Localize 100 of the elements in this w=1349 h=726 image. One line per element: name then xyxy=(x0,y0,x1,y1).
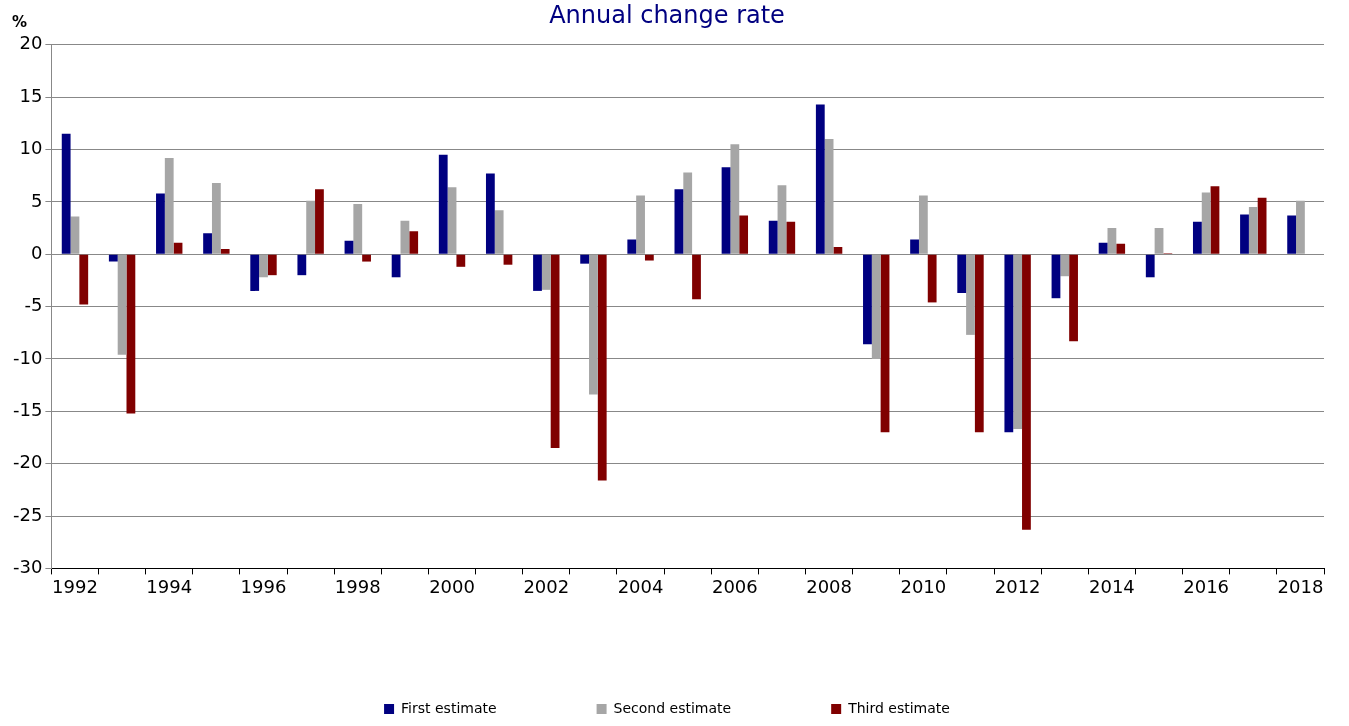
bar xyxy=(1107,228,1117,254)
x-tick-label: 2018 xyxy=(1277,575,1324,597)
bar xyxy=(400,220,410,254)
x-tick-label: 2008 xyxy=(806,575,853,597)
bar xyxy=(692,254,701,300)
bar xyxy=(927,254,937,303)
bar xyxy=(824,139,834,254)
bar xyxy=(627,239,637,254)
bar xyxy=(353,203,363,254)
bar xyxy=(503,254,513,265)
bar xyxy=(126,254,136,414)
x-tick-label: 1996 xyxy=(240,575,287,597)
bar xyxy=(211,183,221,254)
bar xyxy=(1192,221,1202,254)
bar xyxy=(1240,214,1249,254)
bar xyxy=(173,242,183,254)
y-tick-label: 5 xyxy=(30,189,43,211)
bar xyxy=(777,185,787,254)
y-tick-label: -30 xyxy=(12,556,43,578)
bar xyxy=(1145,254,1155,278)
bar xyxy=(1098,242,1108,254)
y-tick-label: 10 xyxy=(19,137,43,159)
x-tick-label: 2014 xyxy=(1088,575,1135,597)
x-tick-label: 2004 xyxy=(617,575,664,597)
bar xyxy=(297,254,307,276)
bar xyxy=(267,254,277,276)
y-tick-label: -15 xyxy=(12,398,43,420)
x-tick-label: 1998 xyxy=(334,575,381,597)
bar xyxy=(966,254,975,335)
bar xyxy=(739,215,749,254)
bar xyxy=(957,254,967,293)
x-tick-label: 1994 xyxy=(146,575,193,597)
bar xyxy=(250,254,260,291)
bar xyxy=(1210,186,1220,254)
bar xyxy=(108,254,118,262)
y-tick-label: -5 xyxy=(24,294,43,316)
bar xyxy=(203,233,212,254)
bar xyxy=(1248,207,1258,254)
legend-label: Second estimate xyxy=(613,699,732,716)
bar xyxy=(674,189,684,254)
bar xyxy=(220,249,230,254)
bar xyxy=(156,193,165,254)
bar xyxy=(164,157,174,254)
bar xyxy=(636,195,645,254)
y-tick-label: -20 xyxy=(12,451,43,473)
bar xyxy=(79,254,89,305)
y-tick-label: -10 xyxy=(12,346,43,368)
bar xyxy=(1287,215,1297,254)
bar xyxy=(533,254,542,291)
bar xyxy=(589,254,598,395)
bar xyxy=(70,216,80,254)
bar xyxy=(1257,197,1267,254)
bar xyxy=(1022,254,1031,530)
y-tick-label: 0 xyxy=(30,241,43,263)
bar xyxy=(918,195,928,254)
bar xyxy=(550,254,560,448)
x-tick-label: 2000 xyxy=(429,575,475,597)
chart-title: Annual change rate xyxy=(549,0,785,29)
bar xyxy=(447,187,457,254)
bar xyxy=(815,104,825,254)
bar xyxy=(833,246,843,254)
bar xyxy=(1060,254,1070,277)
bar xyxy=(974,254,984,433)
x-tick-label: 2012 xyxy=(994,575,1041,597)
bar xyxy=(541,254,551,290)
bar xyxy=(730,144,740,254)
bar xyxy=(306,200,316,254)
bar xyxy=(315,189,324,254)
x-tick-label: 2010 xyxy=(900,575,947,597)
bar xyxy=(871,254,881,359)
y-tick-label: 20 xyxy=(19,32,43,54)
bar xyxy=(494,210,504,254)
bar xyxy=(1201,192,1211,254)
bar xyxy=(344,240,354,254)
bar xyxy=(1116,243,1126,254)
legend-label: First estimate xyxy=(401,699,497,716)
bar xyxy=(1013,254,1023,430)
y-tick-label: 15 xyxy=(19,84,43,106)
bar xyxy=(644,254,654,261)
legend-label: Third estimate xyxy=(847,699,950,716)
x-tick-label: 2002 xyxy=(523,575,570,597)
bar xyxy=(1004,254,1014,433)
x-tick-label: 2016 xyxy=(1183,575,1230,597)
bar xyxy=(1069,254,1078,342)
bar xyxy=(438,154,448,254)
bar xyxy=(1296,200,1305,254)
bar xyxy=(863,254,872,345)
bar xyxy=(721,167,731,254)
bar xyxy=(880,254,890,433)
bar xyxy=(61,133,71,254)
bar xyxy=(391,254,401,278)
y-axis-title: % xyxy=(12,13,28,32)
x-tick-label: 2006 xyxy=(711,575,758,597)
bar xyxy=(786,221,796,254)
bar xyxy=(1154,228,1164,254)
bar xyxy=(259,254,268,278)
bar xyxy=(683,172,693,254)
bar xyxy=(597,254,607,481)
bar xyxy=(362,254,371,262)
bar xyxy=(768,220,778,254)
